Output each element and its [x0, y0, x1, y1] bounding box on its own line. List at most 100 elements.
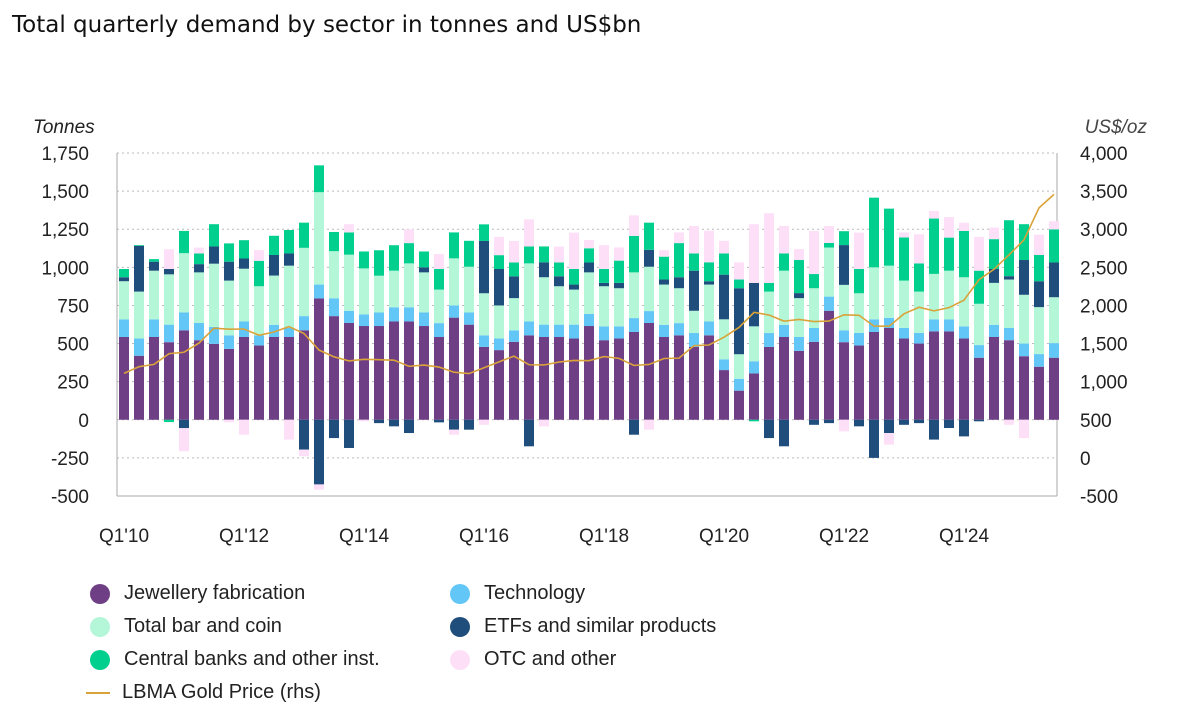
bar-segment [884, 317, 894, 329]
bar-segment [779, 419, 789, 447]
bar-segment [824, 226, 834, 243]
bar-segment [614, 288, 624, 327]
bar-segment [944, 331, 954, 420]
bar-segment [404, 307, 414, 322]
bar-segment [524, 246, 534, 264]
bar-segment [839, 419, 849, 432]
bar-segment [674, 335, 684, 420]
bar-segment [314, 484, 324, 490]
bar-segment [179, 419, 189, 429]
bar-segment [599, 286, 609, 327]
bar-segment [299, 330, 309, 420]
y-tick-label: 750 [57, 296, 89, 317]
bar-segment [314, 165, 324, 193]
bar-segment [914, 234, 924, 264]
bar-segment [299, 222, 309, 248]
bar-segment [344, 254, 354, 311]
bar-segment [389, 419, 399, 427]
x-tick-label: Q1'14 [339, 526, 390, 547]
bar-segment [374, 250, 384, 276]
bar-segment [644, 249, 654, 267]
bar-segment [779, 270, 789, 325]
bar-segment [614, 338, 624, 420]
bar-segment [149, 261, 159, 271]
bar-segment [599, 282, 609, 287]
bar-segment [1004, 419, 1014, 425]
legend-dot-icon [90, 649, 110, 670]
bar-segment [734, 390, 744, 420]
y-axis-title: Tonnes [33, 117, 95, 138]
bar-segment [269, 254, 279, 276]
bar-segment [524, 219, 534, 247]
bar-segment [614, 282, 624, 289]
bar-segment [1019, 343, 1029, 357]
bar-segment [554, 246, 564, 263]
bar-segment [1019, 260, 1029, 295]
bar-segment [479, 240, 489, 294]
bar-segment [794, 249, 804, 261]
legend-label: OTC and other [484, 648, 617, 670]
bar-segment [899, 327, 909, 339]
bar-segment [629, 419, 639, 435]
bar-segment [209, 246, 219, 264]
bar-segment [224, 335, 234, 349]
bar-segment [539, 337, 549, 420]
bar-segment [1004, 276, 1014, 280]
bar-segment [884, 265, 894, 318]
bar-segment [809, 288, 819, 329]
y-tick-label: -250 [51, 449, 89, 470]
bar-segment [299, 247, 309, 317]
bar-segment [509, 262, 519, 277]
bar-segment [479, 419, 489, 425]
bar-segment [884, 419, 894, 434]
gold-price-line [123, 193, 1055, 375]
bar-segment [989, 337, 999, 420]
bar-segment [134, 245, 144, 292]
bar-segment [404, 243, 414, 264]
bar-segment [914, 332, 924, 344]
bar-segment [569, 284, 579, 290]
bar-segment [704, 321, 714, 336]
x-tick-label: Q1'10 [99, 526, 149, 547]
bar-segment [134, 291, 144, 339]
legend-label: Jewellery fabrication [124, 582, 306, 604]
bar-segment [689, 310, 699, 334]
bar-segment [734, 354, 744, 379]
bar-segment [329, 231, 339, 252]
bar-segment [194, 322, 204, 341]
bar-segment [689, 333, 699, 347]
bar-segment [479, 346, 489, 420]
bar-segment [629, 215, 639, 236]
legend-label: LBMA Gold Price (rhs) [122, 681, 321, 703]
bar-segment [719, 359, 729, 371]
bar-segment [164, 342, 174, 420]
bar-segment [224, 261, 234, 281]
bar-segment [314, 192, 324, 285]
legend-item: Jewellery fabrication [90, 582, 305, 605]
y-tick-label: 250 [57, 373, 89, 394]
bar-segment [749, 373, 759, 420]
bar-segment [554, 337, 564, 420]
bar-segment [749, 361, 759, 374]
bar-segment [584, 326, 594, 420]
bar-segment [314, 298, 324, 420]
bar-segment [164, 324, 174, 343]
bar-segment [749, 282, 759, 327]
bar-segment [359, 419, 369, 422]
bar-segment [539, 246, 549, 263]
bar-segment [944, 217, 954, 238]
bar-segment [494, 350, 504, 420]
bar-segment [854, 332, 864, 346]
legend-item: ETFs and similar products [450, 615, 716, 638]
bar-segment [629, 272, 639, 319]
bar-segment [239, 258, 249, 269]
bar-segment [134, 338, 144, 356]
bar-segment [599, 269, 609, 283]
bar-segment [149, 259, 159, 262]
bar-segment [734, 288, 744, 355]
bar-segment [314, 284, 324, 299]
bar-segment [794, 350, 804, 420]
bar-segment [659, 324, 669, 338]
bar-segment [914, 263, 924, 292]
bar-segment [449, 232, 459, 259]
